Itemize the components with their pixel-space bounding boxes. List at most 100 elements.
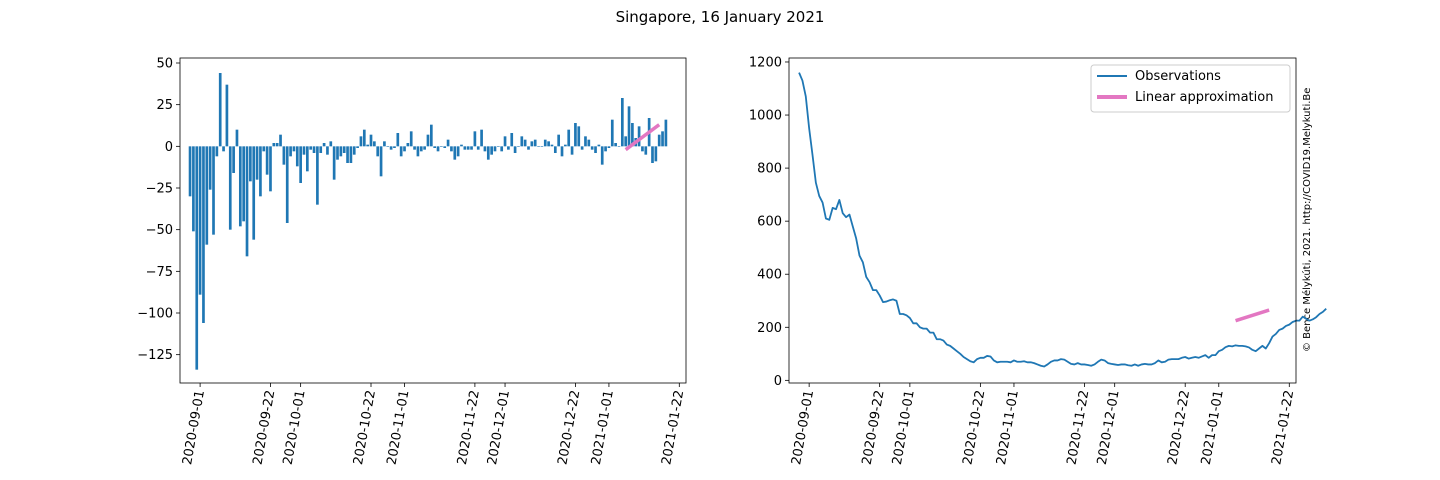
bar (463, 146, 467, 150)
bar (520, 136, 524, 147)
bar (560, 146, 564, 157)
bar (336, 146, 339, 160)
bar (379, 146, 383, 177)
y-tick-label: −25 (146, 182, 173, 197)
bar (316, 146, 319, 205)
bar (624, 136, 628, 147)
bar (657, 134, 661, 147)
bar (527, 146, 530, 150)
bar (483, 146, 487, 152)
bar (550, 144, 554, 147)
bar (396, 133, 400, 147)
bar (339, 146, 343, 157)
bar (208, 146, 212, 190)
bar (305, 146, 309, 172)
bar (651, 146, 654, 163)
bar (507, 146, 510, 150)
y-tick-label: 400 (757, 268, 782, 283)
bar (654, 146, 658, 162)
watermark: © Bence Mélykúti, 2021. http://COVID19.M… (1301, 88, 1313, 352)
bar (312, 146, 316, 153)
bar (564, 144, 567, 147)
y-tick-label: −100 (137, 307, 173, 322)
bar (289, 146, 292, 157)
bar (393, 146, 396, 148)
bar (406, 143, 410, 147)
bar (446, 139, 450, 147)
bar (617, 146, 621, 147)
bar (476, 146, 480, 150)
bar (440, 146, 443, 147)
bar (282, 146, 286, 165)
bar (661, 131, 664, 147)
bar (326, 146, 329, 155)
bar (195, 146, 199, 370)
bar (460, 144, 463, 147)
axes-frame (788, 57, 1297, 384)
bar (228, 146, 232, 230)
bar (373, 141, 376, 147)
bar (202, 146, 205, 323)
bar (309, 146, 313, 150)
linear-approximation-line (1235, 308, 1270, 323)
bar (188, 146, 192, 197)
bar (587, 139, 591, 147)
bar (631, 123, 634, 147)
bar (614, 143, 617, 147)
bar (510, 133, 514, 147)
bar (473, 131, 477, 147)
legend-linear-approximation-label: Linear approximation (1135, 90, 1273, 105)
y-tick-label: 0 (774, 374, 782, 389)
bar (490, 146, 493, 155)
bar (610, 119, 614, 147)
bar (543, 139, 547, 147)
bar (218, 73, 222, 147)
bar (497, 146, 500, 147)
bar (198, 146, 202, 295)
bar (416, 146, 420, 157)
bar (453, 146, 457, 160)
bar (594, 146, 597, 153)
bar (235, 129, 239, 147)
bar (409, 131, 413, 147)
bar (403, 146, 406, 152)
bar (352, 146, 356, 155)
bar (285, 146, 289, 223)
bar (443, 146, 447, 148)
bar (238, 146, 242, 227)
bar (383, 141, 386, 147)
bar (644, 146, 648, 155)
bar (302, 146, 306, 155)
bar (540, 146, 544, 147)
bar (366, 144, 369, 147)
bar (584, 136, 587, 147)
y-tick-label: 800 (757, 162, 782, 177)
bar (429, 124, 433, 147)
y-tick-label: 50 (156, 57, 173, 72)
bar (574, 123, 577, 147)
bar (265, 146, 269, 175)
bar (503, 136, 507, 147)
observations-line (798, 72, 1327, 368)
bar (664, 119, 668, 147)
bar (222, 146, 225, 152)
bar (255, 146, 259, 180)
bar (600, 146, 604, 165)
bar (547, 141, 550, 147)
bar (212, 146, 215, 235)
bar (423, 146, 426, 150)
bar (433, 146, 437, 148)
bar (245, 146, 249, 257)
bar (386, 146, 390, 147)
bar (376, 146, 380, 157)
bar (242, 146, 246, 222)
y-tick-label: −50 (146, 223, 173, 238)
bar (322, 143, 326, 147)
bar (225, 84, 229, 147)
bar (342, 146, 346, 153)
bar (349, 146, 353, 163)
bar (292, 146, 296, 152)
y-tick-label: 0 (165, 140, 173, 155)
y-tick-label: 1200 (749, 55, 782, 70)
